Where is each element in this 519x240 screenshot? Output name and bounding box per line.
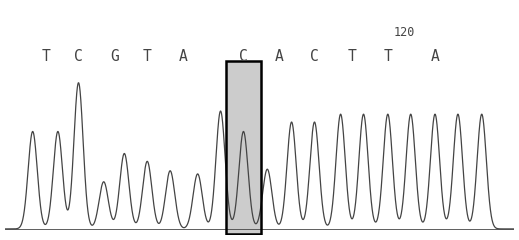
- Bar: [226, 61, 261, 234]
- Text: A: A: [431, 49, 440, 64]
- Text: C: C: [239, 49, 248, 64]
- Text: C: C: [74, 49, 83, 64]
- Text: T: T: [41, 49, 50, 64]
- Bar: [226, 61, 261, 234]
- Text: T: T: [384, 49, 392, 64]
- Text: A: A: [179, 49, 187, 64]
- Text: G: G: [110, 49, 119, 64]
- Text: C: C: [310, 49, 319, 64]
- Text: A: A: [275, 49, 283, 64]
- Text: T: T: [348, 49, 357, 64]
- Text: T: T: [143, 49, 152, 64]
- Text: 120: 120: [393, 26, 415, 39]
